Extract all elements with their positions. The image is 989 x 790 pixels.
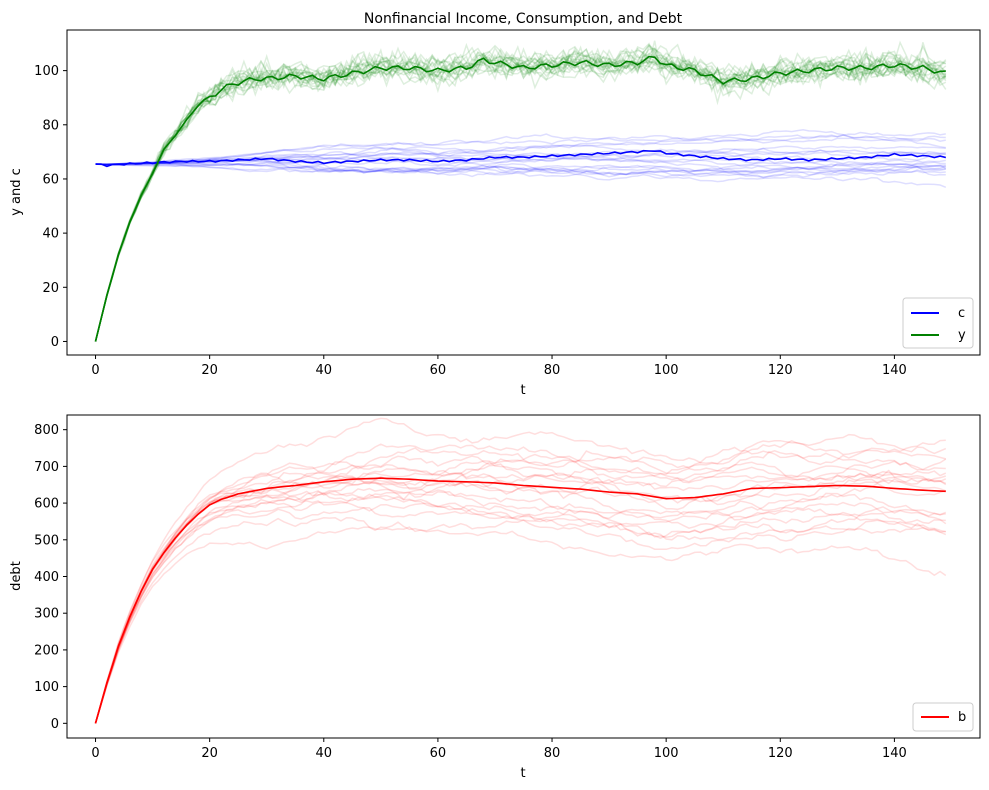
simulated-path-c <box>95 161 947 188</box>
simulated-path-c <box>95 152 946 176</box>
simulated-path-y <box>94 46 947 342</box>
simulated-path-c <box>95 145 946 166</box>
y-axis-ticks-bottom: 0 100 200 300 400 500 600 700 800 <box>34 423 67 732</box>
simulated-path-c <box>95 155 946 174</box>
simulated-path-y <box>94 52 946 342</box>
simulated-path-c <box>95 129 946 165</box>
x-tick-label: 20 <box>201 363 218 378</box>
simulated-path-b <box>94 465 947 724</box>
y-tick-label: 200 <box>34 643 59 658</box>
legend-top: c y <box>902 297 974 349</box>
simulated-path-y <box>94 47 947 342</box>
legend-bottom: b <box>912 702 974 732</box>
x-axis-label-bottom: t <box>520 766 525 781</box>
simulated-path-y <box>94 47 947 342</box>
simulated-path-c <box>95 147 947 166</box>
simulated-paths-bottom <box>94 417 947 724</box>
y-tick-label: 0 <box>51 717 59 732</box>
x-tick-label: 20 <box>201 746 218 761</box>
simulated-path-c <box>95 159 946 179</box>
y-tick-label: 60 <box>42 172 59 187</box>
x-tick-label: 60 <box>430 363 447 378</box>
y-tick-label: 300 <box>34 607 59 622</box>
simulated-path-b <box>94 439 946 724</box>
debt-panel: 0 20 40 60 80 100 120 140 0 100 200 300 400 500 600 70… <box>9 414 981 781</box>
y-tick-label: 800 <box>34 423 59 438</box>
simulated-path-c <box>95 161 946 176</box>
simulated-path-b <box>94 470 947 724</box>
x-tick-label: 120 <box>768 746 793 761</box>
x-tick-label: 100 <box>654 746 679 761</box>
y-tick-label: 400 <box>34 570 59 585</box>
simulated-path-y <box>94 42 947 342</box>
legend-label-y: y <box>958 328 966 343</box>
simulated-path-b <box>94 443 947 724</box>
y-tick-label: 80 <box>42 118 59 133</box>
simulated-path-b <box>94 516 946 724</box>
simulated-path-c <box>95 163 947 178</box>
simulated-path-c <box>95 131 946 166</box>
simulated-path-b <box>94 439 946 724</box>
x-tick-label: 40 <box>316 363 333 378</box>
y-tick-label: 700 <box>34 460 59 475</box>
x-tick-label: 0 <box>91 746 99 761</box>
simulated-path-b <box>94 446 947 724</box>
x-tick-label: 60 <box>430 746 447 761</box>
simulated-path-b <box>94 476 947 724</box>
x-tick-label: 100 <box>654 363 679 378</box>
simulated-path-b <box>94 490 946 724</box>
series-lines-top <box>94 55 946 342</box>
simulated-path-c <box>95 156 946 170</box>
simulated-path-b <box>94 487 947 724</box>
x-tick-label: 80 <box>544 363 561 378</box>
simulated-path-b <box>94 417 947 724</box>
simulated-path-c <box>95 160 946 177</box>
y-axis-label-bottom: debt <box>9 561 24 591</box>
y-tick-label: 40 <box>42 227 59 242</box>
x-tick-label: 140 <box>882 363 907 378</box>
series-lines-bottom <box>94 477 946 724</box>
simulated-path-b <box>94 459 946 724</box>
x-tick-label: 80 <box>544 746 561 761</box>
x-axis-ticks-bottom: 0 20 40 60 80 100 120 140 <box>91 738 907 761</box>
simulated-path-b <box>94 526 947 724</box>
series-line-c <box>95 149 946 168</box>
chart-title: Nonfinancial Income, Consumption, and De… <box>364 11 683 27</box>
x-tick-label: 0 <box>91 363 99 378</box>
legend-label-b: b <box>958 710 966 725</box>
simulated-path-y <box>94 50 947 342</box>
y-tick-label: 0 <box>51 335 59 350</box>
simulated-path-c <box>95 149 946 166</box>
y-tick-label: 100 <box>34 680 59 695</box>
y-tick-label: 100 <box>34 64 59 79</box>
simulated-path-b <box>94 498 947 724</box>
simulated-path-b <box>94 492 946 724</box>
y-tick-label: 20 <box>42 281 59 296</box>
y-tick-label: 500 <box>34 533 59 548</box>
y-axis-ticks-top: 0 20 40 60 80 100 <box>34 64 67 350</box>
series-line-b <box>94 477 946 724</box>
simulated-path-y <box>94 50 947 342</box>
simulated-path-y <box>94 43 946 342</box>
simulated-path-y <box>94 40 947 342</box>
simulated-path-y <box>94 52 947 342</box>
x-tick-label: 120 <box>768 363 793 378</box>
y-axis-label-top: y and c <box>9 168 24 216</box>
x-axis-label-top: t <box>520 383 525 398</box>
simulated-path-c <box>95 163 946 178</box>
legend-label-c: c <box>958 306 965 321</box>
x-axis-ticks-top: 0 20 40 60 80 100 120 140 <box>91 355 907 378</box>
x-tick-label: 140 <box>882 746 907 761</box>
series-line-y <box>94 55 946 342</box>
simulated-path-y <box>94 52 947 342</box>
simulated-path-y <box>94 40 947 342</box>
axes-frame-top <box>66 29 981 356</box>
simulated-path-b <box>94 492 946 724</box>
simulated-path-c <box>95 134 946 166</box>
y-tick-label: 600 <box>34 497 59 512</box>
income-consumption-panel: Nonfinancial Income, Consumption, and De… <box>9 11 981 398</box>
x-tick-label: 40 <box>316 746 333 761</box>
